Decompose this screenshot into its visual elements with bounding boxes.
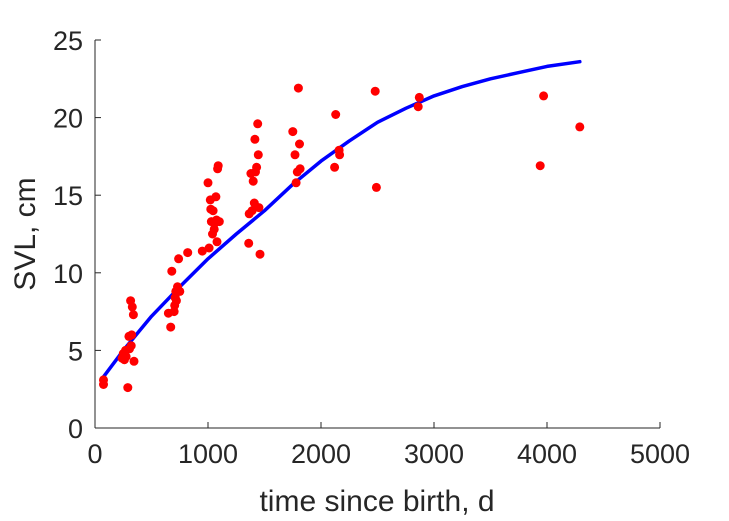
data-point [127,330,137,340]
data-point [204,243,214,253]
data-point [291,178,301,188]
data-point [414,92,424,102]
x-ticks: 0 1000 2000 3000 4000 5000 [87,422,690,469]
data-point [295,164,305,174]
data-point [167,266,177,276]
data-point [197,246,207,256]
data-point [166,322,176,332]
y-axis-title: SVL, cm [9,177,42,290]
data-point [174,254,184,264]
data-point [211,192,221,202]
data-point [248,176,258,186]
x-tick-label: 0 [87,439,102,469]
data-point [128,310,138,320]
data-point [203,178,213,188]
data-point [99,380,108,389]
data-point [254,203,264,213]
y-tick-label: 0 [68,414,83,444]
data-point [213,161,223,171]
data-point [183,248,193,258]
data-point [123,383,133,393]
data-point [208,206,218,216]
data-point [290,150,300,160]
data-point [371,182,381,192]
data-point [247,206,257,216]
x-axis-title: time since birth, d [259,485,494,518]
data-point [331,110,341,119]
data-point [127,302,137,312]
x-tick-label: 5000 [630,439,690,469]
y-tick-label: 10 [53,259,83,289]
x-tick-label: 3000 [404,439,464,469]
data-point [253,119,263,129]
fit-curve [101,59,582,379]
data-point [330,162,340,172]
y-tick-label: 25 [53,26,83,56]
data-point [575,122,585,132]
series-layer [99,59,585,393]
y-tick-label: 15 [53,181,83,211]
data-point [175,286,185,296]
data-point [244,238,254,248]
data-point [288,127,298,137]
data-point [252,162,262,172]
x-tick-label: 4000 [517,439,577,469]
data-point [293,83,303,93]
data-point [126,341,136,351]
data-point [129,356,139,366]
data-point [212,237,222,247]
data-point [535,161,545,171]
data-point [255,249,265,259]
x-tick-label: 1000 [178,439,238,469]
y-tick-label: 5 [68,336,83,366]
data-point [335,150,345,160]
data-point [214,217,224,227]
data-point [370,86,380,96]
axes [94,40,660,429]
data-point [295,139,304,149]
y-tick-label: 20 [53,104,83,134]
x-tick-label: 2000 [291,439,351,469]
data-point [121,352,131,362]
data-point [250,134,260,144]
data-point [539,91,549,101]
data-point [253,150,263,160]
data-point [171,296,181,306]
y-ticks: 0 5 10 15 20 25 [53,26,101,444]
data-point [413,102,423,112]
